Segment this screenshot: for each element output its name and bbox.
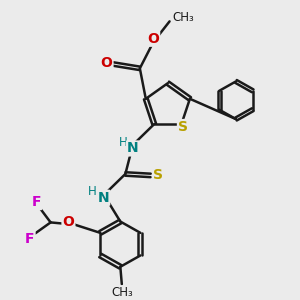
Text: F: F: [25, 232, 34, 246]
Text: CH₃: CH₃: [172, 11, 194, 24]
Text: O: O: [100, 56, 112, 70]
Text: F: F: [32, 195, 41, 209]
Text: N: N: [98, 191, 109, 205]
Text: O: O: [62, 215, 74, 230]
Text: H: H: [119, 136, 128, 149]
Text: O: O: [147, 32, 159, 46]
Text: S: S: [153, 168, 163, 182]
Text: S: S: [178, 120, 188, 134]
Text: H: H: [88, 185, 97, 199]
Text: CH₃: CH₃: [111, 286, 133, 299]
Text: N: N: [127, 142, 139, 155]
